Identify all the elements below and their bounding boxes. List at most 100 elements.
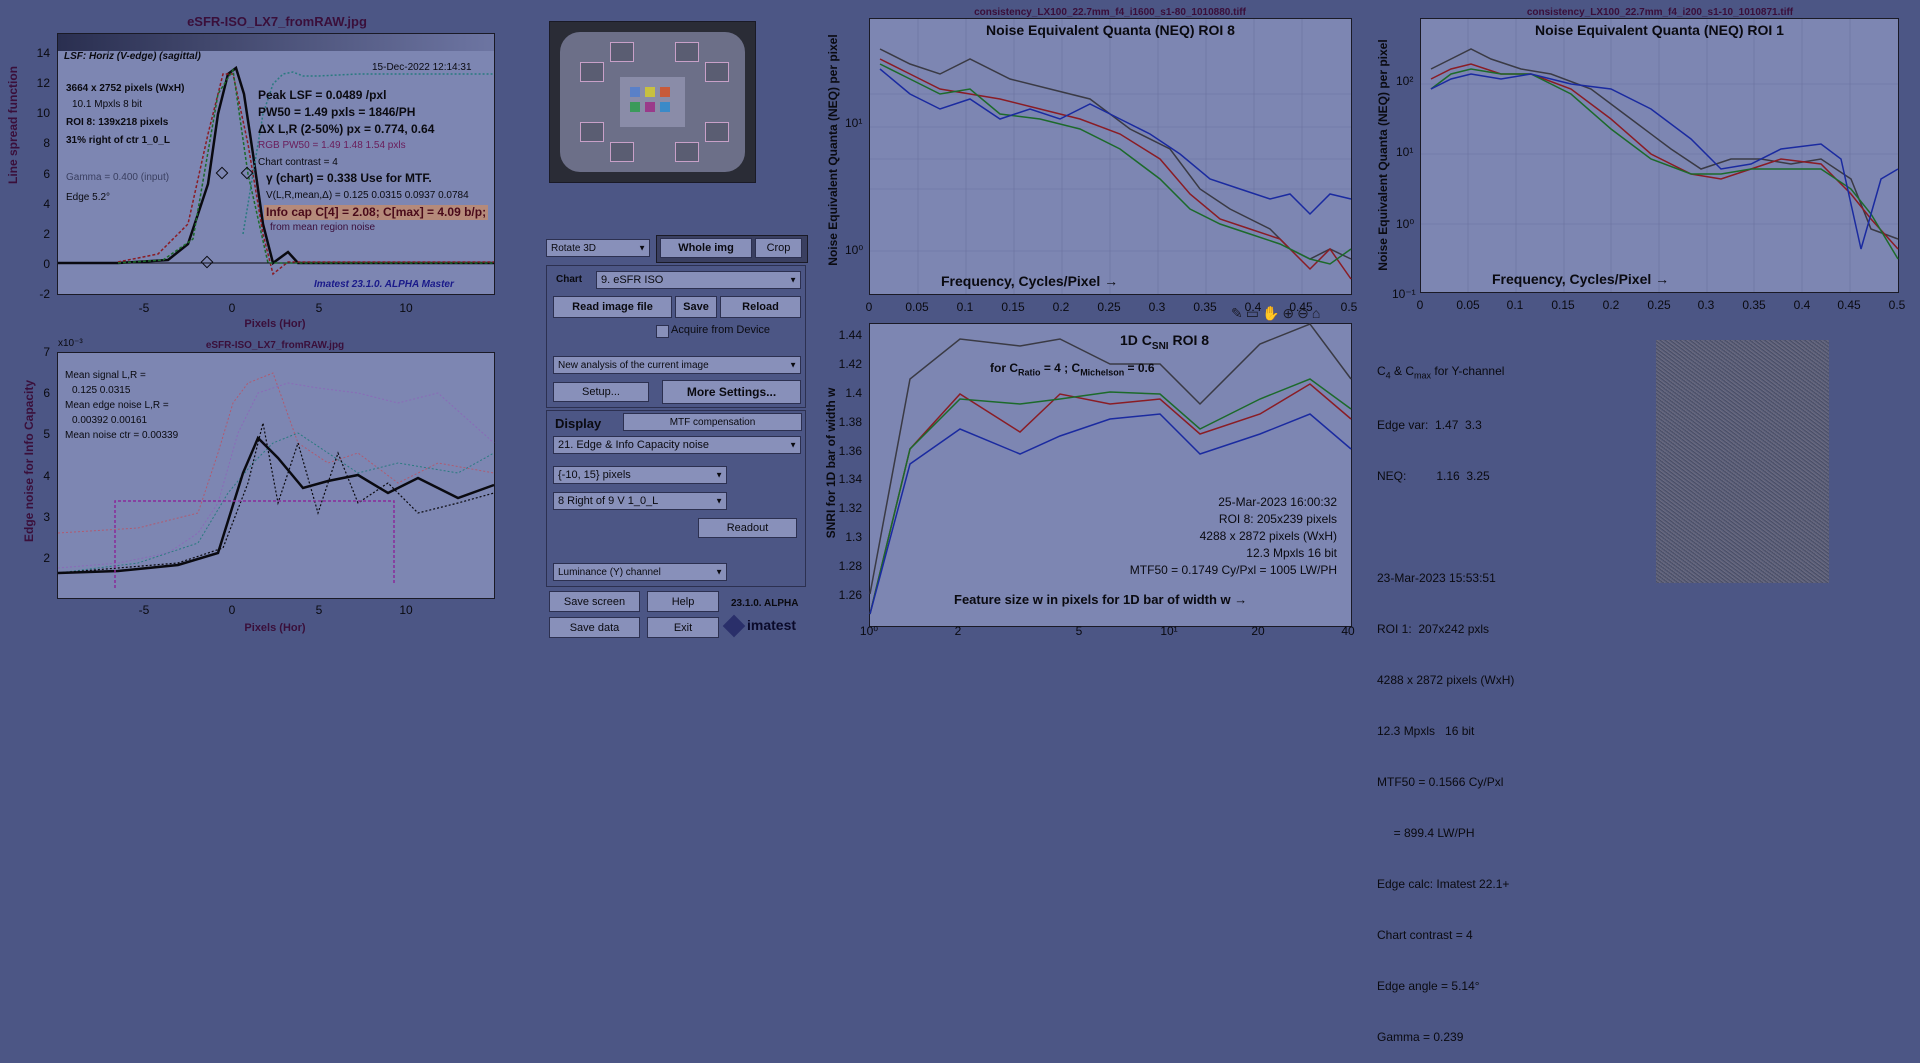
snr-ylabel: SNRI for 1D bar of width w — [824, 387, 838, 539]
readout-button[interactable]: Readout — [698, 518, 797, 538]
display-select[interactable]: 21. Edge & Info Capacity noise ▼ — [553, 436, 801, 454]
lsf-gamma: Gamma = 0.400 (input) — [66, 172, 170, 183]
snr-ytick-2: 1.4 — [845, 385, 862, 400]
mtf-compensation-button[interactable]: MTF compensation — [623, 413, 802, 431]
lsf-xtick-3: 10 — [399, 301, 413, 315]
snr-mich-val: = 0.6 — [1124, 361, 1155, 375]
lsf-pw50: PW50 = 1.49 pxls = 1846/PH — [258, 105, 416, 119]
analysis-select[interactable]: New analysis of the current image ▼ — [553, 356, 801, 374]
snr-xtick-4: 20 — [1251, 624, 1265, 638]
noise-line-4: Mean noise ctr = 0.00339 — [65, 430, 179, 441]
lsf-curves — [58, 65, 494, 276]
lsf-ytick-2: 10 — [36, 106, 50, 121]
crop-button[interactable]: Crop — [755, 238, 802, 258]
read-image-button[interactable]: Read image file — [553, 296, 672, 318]
lsf-info-3: 31% right of ctr 1_0_L — [66, 135, 170, 146]
edit-icon[interactable]: ✎ — [1231, 305, 1246, 321]
lsf-ytick-1: 12 — [36, 76, 50, 91]
roi-select[interactable]: 8 Right of 9 V 1_0_L ▼ — [553, 492, 727, 510]
data-tip-icon[interactable]: ▭ — [1245, 305, 1262, 321]
neq-right-xtick-3: 0.15 — [1551, 298, 1575, 312]
neq-right-ytick-3: 10⁻¹ — [1392, 287, 1416, 301]
snr-title-roi: ROI 8 — [1172, 332, 1210, 348]
snr-ytick-5: 1.34 — [838, 472, 862, 487]
zoom-in-icon[interactable]: ⊕ — [1282, 305, 1298, 321]
noise-xtick-0: -5 — [138, 603, 150, 617]
lsf-header-band — [58, 34, 494, 51]
chart-select[interactable]: 9. eSFR ISO ▼ — [596, 271, 801, 289]
neq-right-xtick-8: 0.4 — [1793, 298, 1811, 312]
setup-button[interactable]: Setup... — [553, 382, 649, 402]
display-group — [546, 410, 806, 587]
noise-ytick-2: 5 — [43, 427, 50, 442]
stats-line-10: Chart contrast = 4 — [1377, 928, 1473, 942]
reload-button[interactable]: Reload — [720, 296, 801, 318]
stats-line-1: NEQ: 1.16 3.25 — [1377, 469, 1490, 483]
rotate-select[interactable]: Rotate 3D ▼ — [546, 239, 650, 257]
range-select[interactable]: {-10, 15} pixels ▼ — [553, 466, 727, 484]
neq-right-xtick-2: 0.1 — [1506, 298, 1524, 312]
neq-right-curves — [1421, 19, 1899, 292]
save-button[interactable]: Save — [675, 296, 717, 318]
neq-mid-xtick-1: 0.05 — [905, 300, 929, 314]
snr-ytick-1: 1.42 — [838, 356, 862, 371]
save-screen-button[interactable]: Save screen — [549, 591, 640, 612]
neq-mid-ytick-0: 10¹ — [845, 116, 863, 130]
lsf-ylabel: Line spread function — [6, 66, 20, 185]
zoom-out-icon[interactable]: ⊖ — [1297, 305, 1312, 321]
pan-icon[interactable]: ✋ — [1261, 305, 1283, 321]
lsf-xtick-0: -5 — [138, 301, 150, 315]
neq-right-ytick-0: 10² — [1396, 74, 1414, 88]
acquire-checkbox[interactable] — [656, 325, 669, 338]
snr-xtick-2: 5 — [1075, 624, 1083, 638]
stats-line-8: = 899.4 LW/PH — [1377, 826, 1475, 840]
lsf-xtick-2: 5 — [315, 301, 323, 315]
stats-line-7: MTF50 = 0.1566 Cy/Pxl — [1377, 775, 1504, 789]
acquire-label: Acquire from Device — [671, 324, 771, 336]
snr-info-0: 25-Mar-2023 16:00:32 — [1218, 495, 1337, 509]
stats-block: Edge var: 1.47 3.3 NEQ: 1.16 3.25 23-Mar… — [1377, 383, 1514, 1063]
exit-button[interactable]: Exit — [647, 617, 719, 638]
neq-mid-file: consistency_LX100_22.7mm_f4_i1600_s1-80_… — [974, 7, 1246, 18]
save-data-button[interactable]: Save data — [549, 617, 640, 638]
chart-value: 9. eSFR ISO — [601, 274, 664, 286]
snr-xlabel: Feature size w in pixels for 1D bar of w… — [954, 592, 1248, 607]
help-button[interactable]: Help — [647, 591, 719, 612]
noise-title: eSFR-ISO_LX7_fromRAW.jpg — [205, 340, 345, 351]
neq-right-ylabel: Noise Equivalent Quanta (NEQ) per pixel — [1376, 39, 1390, 271]
neq-mid-xlabel: Frequency, Cycles/Pixel → — [941, 273, 1119, 289]
lsf-edge: Edge 5.2° — [66, 192, 111, 203]
neq-mid-ylabel: Noise Equivalent Quanta (NEQ) per pixel — [826, 34, 840, 266]
plot-toolbar: ✎▭✋⊕⊖⌂ — [1231, 305, 1323, 322]
stats-line-11: Edge angle = 5.14° — [1377, 979, 1480, 993]
stats-line-4: ROI 1: 207x242 pxls — [1377, 622, 1490, 636]
channel-select[interactable]: Luminance (Y) channel ▼ — [553, 563, 727, 581]
stats-c4-line: C4 & Cmax for Y-channel — [1377, 364, 1504, 380]
imatest-logo-text: imatest — [747, 617, 797, 633]
snr-info-4: MTF50 = 0.1749 Cy/Pxl = 1005 LW/PH — [1129, 563, 1337, 577]
neq-right-title: Noise Equivalent Quanta (NEQ) ROI 1 — [1535, 22, 1784, 38]
display-label: Display — [555, 416, 602, 431]
neq-right-xtick-9: 0.45 — [1837, 298, 1861, 312]
chevron-down-icon: ▼ — [638, 243, 646, 253]
neq-right-plot: Noise Equivalent Quanta (NEQ) ROI 1 Freq… — [1420, 18, 1899, 293]
lsf-info-0: 3664 x 2752 pixels (WxH) — [66, 83, 185, 94]
snr-info-2: 4288 x 2872 pixels (WxH) — [1199, 529, 1337, 543]
whole-img-button[interactable]: Whole img — [660, 238, 752, 258]
lsf-ytick-5: 4 — [43, 196, 50, 211]
lsf-dx: ΔX L,R (2-50%) px = 0.774, 0.64 — [258, 122, 435, 136]
snr-ytick-4: 1.36 — [838, 443, 862, 458]
lsf-xlabel: Pixels (Hor) — [244, 318, 306, 330]
snr-ytick-0: 1.44 — [838, 328, 862, 342]
noise-line-1: 0.125 0.0315 — [72, 385, 131, 396]
snr-info-3: 12.3 Mpxls 16 bit — [1246, 546, 1337, 560]
noise-plot: Mean signal L,R = 0.125 0.0315 Mean edge… — [57, 352, 495, 599]
snr-ratio-label: for C — [990, 361, 1018, 375]
neq-mid-xtick-2: 0.1 — [956, 300, 974, 314]
chevron-down-icon: ▼ — [789, 440, 797, 450]
neq-mid-xtick-6: 0.3 — [1148, 300, 1166, 314]
chart-thumbnail[interactable] — [549, 21, 756, 183]
home-icon[interactable]: ⌂ — [1311, 305, 1324, 321]
more-settings-button[interactable]: More Settings... — [662, 380, 801, 404]
noise-line-2: Mean edge noise L,R = — [65, 400, 169, 411]
